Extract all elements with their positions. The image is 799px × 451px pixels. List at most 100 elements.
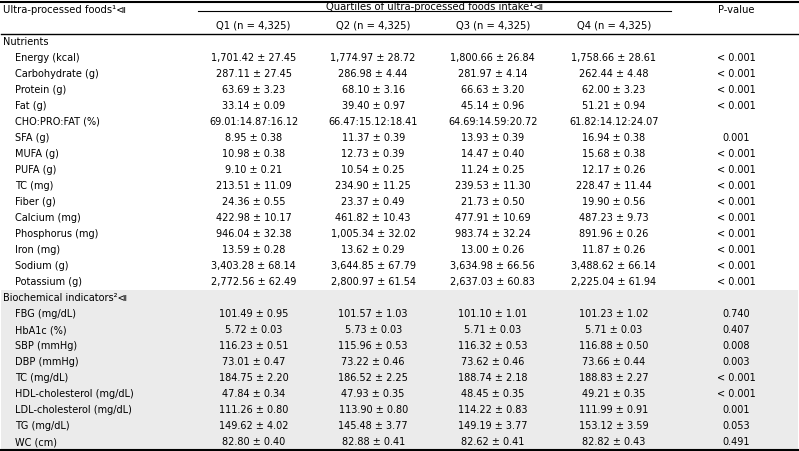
Text: Fat (g): Fat (g) (15, 101, 46, 111)
Text: WC (cm): WC (cm) (15, 437, 57, 447)
Text: Potassium (g): Potassium (g) (15, 277, 82, 287)
Text: < 0.001: < 0.001 (718, 101, 756, 111)
Text: 101.49 ± 0.95: 101.49 ± 0.95 (219, 309, 288, 319)
Text: Nutrients: Nutrients (3, 37, 49, 47)
Text: 2,225.04 ± 61.94: 2,225.04 ± 61.94 (571, 277, 656, 287)
Text: 487.23 ± 9.73: 487.23 ± 9.73 (578, 213, 649, 223)
Bar (1, 290, 798, 450)
Text: 149.19 ± 3.77: 149.19 ± 3.77 (458, 421, 527, 431)
Text: < 0.001: < 0.001 (718, 181, 756, 191)
Text: 10.54 ± 0.25: 10.54 ± 0.25 (341, 165, 405, 175)
Text: 983.74 ± 32.24: 983.74 ± 32.24 (455, 229, 531, 239)
Text: 47.93 ± 0.35: 47.93 ± 0.35 (341, 389, 405, 399)
Text: 13.62 ± 0.29: 13.62 ± 0.29 (341, 245, 405, 255)
Text: MUFA (g): MUFA (g) (15, 149, 59, 159)
Text: 101.57 ± 1.03: 101.57 ± 1.03 (339, 309, 408, 319)
Text: DBP (mmHg): DBP (mmHg) (15, 357, 78, 367)
Text: 9.10 ± 0.21: 9.10 ± 0.21 (225, 165, 282, 175)
Text: P-value: P-value (718, 5, 755, 15)
Text: PUFA (g): PUFA (g) (15, 165, 57, 175)
Text: 114.22 ± 0.83: 114.22 ± 0.83 (458, 405, 527, 415)
Text: HbA1c (%): HbA1c (%) (15, 325, 66, 335)
Text: < 0.001: < 0.001 (718, 277, 756, 287)
Text: 116.32 ± 0.53: 116.32 ± 0.53 (458, 341, 527, 351)
Text: 11.87 ± 0.26: 11.87 ± 0.26 (582, 245, 646, 255)
Text: Q3 (n = 4,325): Q3 (n = 4,325) (455, 21, 530, 31)
Text: 49.21 ± 0.35: 49.21 ± 0.35 (582, 389, 646, 399)
Text: 82.82 ± 0.43: 82.82 ± 0.43 (582, 437, 646, 447)
Text: 0.008: 0.008 (723, 341, 750, 351)
Text: 153.12 ± 3.59: 153.12 ± 3.59 (578, 421, 649, 431)
Text: 0.740: 0.740 (722, 309, 750, 319)
Text: 477.91 ± 10.69: 477.91 ± 10.69 (455, 213, 531, 223)
Text: 61.82:14.12:24.07: 61.82:14.12:24.07 (569, 117, 658, 127)
Text: < 0.001: < 0.001 (718, 213, 756, 223)
Text: Quartiles of ultra-processed foods intake¹⧏: Quartiles of ultra-processed foods intak… (325, 2, 543, 12)
Text: HDL-cholesterol (mg/dL): HDL-cholesterol (mg/dL) (15, 389, 133, 399)
Text: 62.00 ± 3.23: 62.00 ± 3.23 (582, 85, 646, 95)
Text: < 0.001: < 0.001 (718, 261, 756, 271)
Text: 111.26 ± 0.80: 111.26 ± 0.80 (219, 405, 288, 415)
Text: 45.14 ± 0.96: 45.14 ± 0.96 (461, 101, 524, 111)
Text: 422.98 ± 10.17: 422.98 ± 10.17 (216, 213, 292, 223)
Text: TG (mg/dL): TG (mg/dL) (15, 421, 70, 431)
Text: 63.69 ± 3.23: 63.69 ± 3.23 (222, 85, 285, 95)
Text: 5.71 ± 0.03: 5.71 ± 0.03 (585, 325, 642, 335)
Text: 33.14 ± 0.09: 33.14 ± 0.09 (222, 101, 285, 111)
Text: < 0.001: < 0.001 (718, 53, 756, 63)
Text: 39.40 ± 0.97: 39.40 ± 0.97 (341, 101, 405, 111)
Text: 48.45 ± 0.35: 48.45 ± 0.35 (461, 389, 524, 399)
Text: 262.44 ± 4.48: 262.44 ± 4.48 (579, 69, 649, 79)
Text: 0.003: 0.003 (723, 357, 750, 367)
Text: 239.53 ± 11.30: 239.53 ± 11.30 (455, 181, 531, 191)
Text: 1,701.42 ± 27.45: 1,701.42 ± 27.45 (211, 53, 296, 63)
Text: Energy (kcal): Energy (kcal) (15, 53, 80, 63)
Text: 2,800.97 ± 61.54: 2,800.97 ± 61.54 (331, 277, 415, 287)
Text: 213.51 ± 11.09: 213.51 ± 11.09 (216, 181, 292, 191)
Text: 24.36 ± 0.55: 24.36 ± 0.55 (222, 197, 285, 207)
Text: 5.71 ± 0.03: 5.71 ± 0.03 (464, 325, 522, 335)
Text: Phosphorus (mg): Phosphorus (mg) (15, 229, 98, 239)
Text: 2,637.03 ± 60.83: 2,637.03 ± 60.83 (451, 277, 535, 287)
Text: < 0.001: < 0.001 (718, 245, 756, 255)
Text: 3,644.85 ± 67.79: 3,644.85 ± 67.79 (331, 261, 415, 271)
Text: 286.98 ± 4.44: 286.98 ± 4.44 (339, 69, 407, 79)
Text: 73.01 ± 0.47: 73.01 ± 0.47 (222, 357, 285, 367)
Text: 0.491: 0.491 (723, 437, 750, 447)
Text: 5.73 ± 0.03: 5.73 ± 0.03 (344, 325, 402, 335)
Text: 115.96 ± 0.53: 115.96 ± 0.53 (339, 341, 408, 351)
Text: 15.68 ± 0.38: 15.68 ± 0.38 (582, 149, 646, 159)
Text: 116.88 ± 0.50: 116.88 ± 0.50 (579, 341, 648, 351)
Text: 8.95 ± 0.38: 8.95 ± 0.38 (225, 133, 282, 143)
Text: Calcium (mg): Calcium (mg) (15, 213, 81, 223)
Text: < 0.001: < 0.001 (718, 389, 756, 399)
Text: 73.22 ± 0.46: 73.22 ± 0.46 (341, 357, 405, 367)
Text: 0.407: 0.407 (722, 325, 750, 335)
Text: 228.47 ± 11.44: 228.47 ± 11.44 (576, 181, 651, 191)
Text: 73.66 ± 0.44: 73.66 ± 0.44 (582, 357, 646, 367)
Text: TC (mg): TC (mg) (15, 181, 54, 191)
Text: 51.21 ± 0.94: 51.21 ± 0.94 (582, 101, 646, 111)
Text: 3,403.28 ± 68.14: 3,403.28 ± 68.14 (211, 261, 296, 271)
Text: 19.90 ± 0.56: 19.90 ± 0.56 (582, 197, 646, 207)
Text: < 0.001: < 0.001 (718, 85, 756, 95)
Text: Sodium (g): Sodium (g) (15, 261, 69, 271)
Text: 13.00 ± 0.26: 13.00 ± 0.26 (461, 245, 524, 255)
Text: 13.93 ± 0.39: 13.93 ± 0.39 (461, 133, 524, 143)
Text: FBG (mg/dL): FBG (mg/dL) (15, 309, 76, 319)
Text: Fiber (g): Fiber (g) (15, 197, 56, 207)
Text: 23.37 ± 0.49: 23.37 ± 0.49 (341, 197, 405, 207)
Text: SFA (g): SFA (g) (15, 133, 50, 143)
Text: Biochemical indicators²⧏: Biochemical indicators²⧏ (3, 293, 127, 303)
Text: 2,772.56 ± 62.49: 2,772.56 ± 62.49 (211, 277, 296, 287)
Text: 946.04 ± 32.38: 946.04 ± 32.38 (216, 229, 292, 239)
Text: 1,005.34 ± 32.02: 1,005.34 ± 32.02 (331, 229, 415, 239)
Text: 891.96 ± 0.26: 891.96 ± 0.26 (579, 229, 648, 239)
Text: 12.17 ± 0.26: 12.17 ± 0.26 (582, 165, 646, 175)
Text: 101.23 ± 1.02: 101.23 ± 1.02 (579, 309, 649, 319)
Text: < 0.001: < 0.001 (718, 165, 756, 175)
Text: 21.73 ± 0.50: 21.73 ± 0.50 (461, 197, 525, 207)
Text: LDL-cholesterol (mg/dL): LDL-cholesterol (mg/dL) (15, 405, 132, 415)
Text: 82.62 ± 0.41: 82.62 ± 0.41 (461, 437, 524, 447)
Text: Iron (mg): Iron (mg) (15, 245, 60, 255)
